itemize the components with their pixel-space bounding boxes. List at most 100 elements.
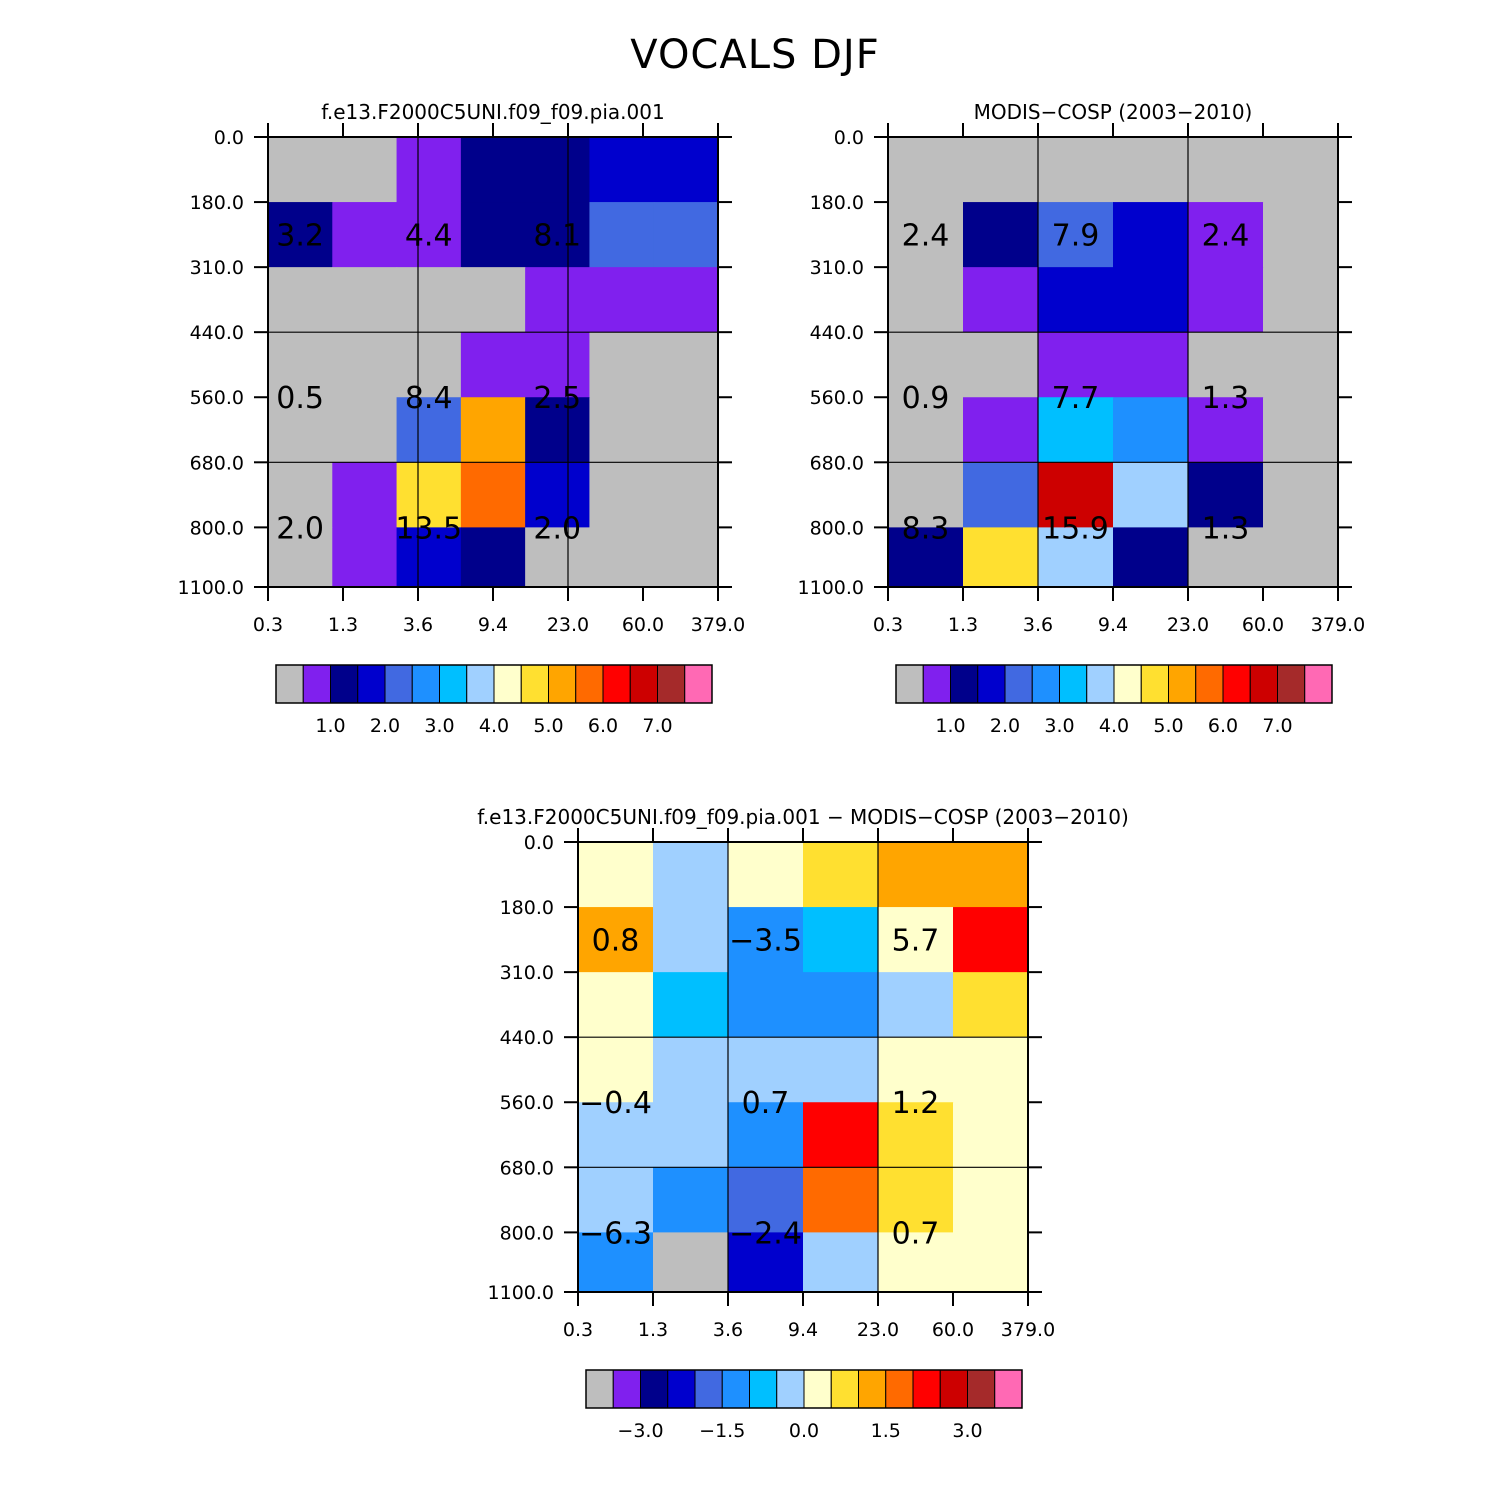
panel-title: f.e13.F2000C5UNI.f09_f09.pia.001 − MODIS… bbox=[477, 805, 1129, 829]
x-tick-label: 3.6 bbox=[713, 1319, 743, 1341]
colorbar-box bbox=[1004, 664, 1033, 704]
y-tick-label: 310.0 bbox=[810, 257, 864, 279]
heatmap-cell bbox=[653, 202, 719, 268]
panel-3: 0.3 1.3 3.6 9.4 23.0 60.0 379.0 0.0 180.0 310.0 44… bbox=[477, 805, 1129, 1442]
x-tick-label: 60.0 bbox=[1242, 614, 1284, 636]
colorbar-box bbox=[1168, 664, 1197, 704]
x-tick-label: 0.3 bbox=[253, 614, 283, 636]
heatmap-cell bbox=[1188, 397, 1264, 463]
colorbar-box bbox=[1222, 664, 1251, 704]
heatmap-cell bbox=[1038, 202, 1114, 268]
heatmap-cell bbox=[1263, 267, 1339, 333]
heatmap-cell bbox=[1188, 137, 1264, 203]
x-tick-label: 379.0 bbox=[691, 614, 745, 636]
heatmap-cell bbox=[460, 137, 526, 203]
y-tick-label: 560.0 bbox=[190, 387, 244, 409]
colorbar-label: 6.0 bbox=[1208, 715, 1238, 737]
heatmap-cell bbox=[332, 202, 398, 268]
colorbar-label: 5.0 bbox=[533, 715, 563, 737]
x-tick-label: 1.3 bbox=[948, 614, 978, 636]
colorbar-box bbox=[749, 1369, 778, 1409]
colorbar-box bbox=[977, 664, 1006, 704]
heatmap-cell bbox=[888, 527, 964, 588]
heatmap-cell bbox=[332, 332, 398, 398]
heatmap-cell bbox=[1263, 527, 1339, 588]
heatmap-cell bbox=[332, 527, 398, 588]
heatmap-cell bbox=[332, 267, 398, 333]
heatmap-cell bbox=[653, 137, 719, 203]
y-tick-label: 800.0 bbox=[810, 517, 864, 539]
colorbar-box bbox=[1140, 664, 1169, 704]
heatmap-cell bbox=[878, 842, 954, 908]
colorbar-label: 1.5 bbox=[871, 1420, 901, 1442]
heatmap-cell bbox=[1113, 267, 1189, 333]
heatmap-cell bbox=[268, 267, 333, 333]
panel-title: f.e13.F2000C5UNI.f09_f09.pia.001 bbox=[321, 100, 664, 124]
colorbar-label: 4.0 bbox=[1099, 715, 1129, 737]
colorbar-frame bbox=[585, 1369, 1023, 1409]
heatmap-cell bbox=[589, 332, 655, 398]
colorbar-label: −1.5 bbox=[699, 1420, 745, 1442]
heatmap-cell bbox=[1263, 332, 1339, 398]
panel-2: 0.3 1.3 3.6 9.4 23.0 60.0 379.0 0.0 180.0 310.0 44… bbox=[798, 100, 1366, 737]
colorbar-label: −3.0 bbox=[617, 1420, 663, 1442]
colorbar-box bbox=[520, 664, 549, 704]
heatmap-cell bbox=[878, 907, 954, 973]
y-tick-label: 800.0 bbox=[190, 517, 244, 539]
heatmap-cell bbox=[953, 972, 1029, 1038]
heatmap-cell bbox=[653, 267, 719, 333]
colorbar-box bbox=[657, 664, 686, 704]
cell-value-label: −3.5 bbox=[729, 924, 802, 959]
colorbar-frame bbox=[275, 664, 713, 704]
y-tick-label: 0.0 bbox=[834, 127, 864, 149]
x-tick-label: 0.3 bbox=[563, 1319, 593, 1341]
y-tick-label: 560.0 bbox=[810, 387, 864, 409]
heatmap-cell bbox=[1188, 332, 1264, 398]
colorbar-label: 3.0 bbox=[1044, 715, 1074, 737]
cell-value-label: 2.4 bbox=[902, 219, 950, 254]
y-tick-label: 0.0 bbox=[214, 127, 244, 149]
heatmap-cell bbox=[1113, 462, 1189, 528]
colorbar-box bbox=[466, 664, 495, 704]
heatmap-cell bbox=[1188, 202, 1264, 268]
y-tick-label: 800.0 bbox=[500, 1222, 554, 1244]
cell-value-label: −0.4 bbox=[579, 1086, 652, 1121]
heatmap-cell bbox=[963, 462, 1039, 528]
heatmap-cell bbox=[1188, 462, 1264, 528]
y-tick-label: 1100.0 bbox=[488, 1282, 554, 1304]
colorbar-label: 0.0 bbox=[789, 1420, 819, 1442]
cell-value-label: 8.4 bbox=[405, 381, 453, 416]
y-tick-label: 310.0 bbox=[500, 962, 554, 984]
heatmap-cell bbox=[332, 462, 398, 528]
heatmap-cell bbox=[1038, 137, 1114, 203]
heatmap-cell bbox=[728, 1102, 804, 1168]
colorbar-box bbox=[629, 664, 658, 704]
colorbar-box bbox=[967, 1369, 996, 1409]
x-tick-label: 3.6 bbox=[1023, 614, 1053, 636]
heatmap-cell bbox=[953, 842, 1029, 908]
cell-value-label: 0.7 bbox=[892, 1216, 940, 1251]
heatmap-cell bbox=[953, 1102, 1029, 1168]
colorbar-label: 1.0 bbox=[315, 715, 345, 737]
colorbar-box bbox=[302, 664, 331, 704]
y-tick-label: 1100.0 bbox=[798, 577, 864, 599]
cell-value-label: −2.4 bbox=[729, 1216, 802, 1251]
colorbar-box bbox=[357, 664, 386, 704]
heatmap-cell bbox=[728, 907, 804, 973]
x-tick-label: 9.4 bbox=[788, 1319, 818, 1341]
heatmap-cell bbox=[1188, 527, 1264, 588]
colorbar-box bbox=[694, 1369, 723, 1409]
heatmap-cell bbox=[653, 1232, 729, 1293]
heatmap-cell bbox=[888, 397, 964, 463]
heatmap-cell bbox=[653, 1102, 729, 1168]
heatmap-cell bbox=[268, 137, 333, 203]
y-tick-label: 440.0 bbox=[810, 322, 864, 344]
x-tick-label: 1.3 bbox=[638, 1319, 668, 1341]
colorbar-label: 7.0 bbox=[642, 715, 672, 737]
colorbar-box bbox=[684, 664, 713, 704]
cell-value-label: 8.3 bbox=[902, 511, 950, 546]
colorbar-label: 4.0 bbox=[479, 715, 509, 737]
cell-value-label: 4.4 bbox=[405, 219, 453, 254]
heatmap-cell bbox=[1263, 397, 1339, 463]
heatmap-cell bbox=[653, 907, 729, 973]
